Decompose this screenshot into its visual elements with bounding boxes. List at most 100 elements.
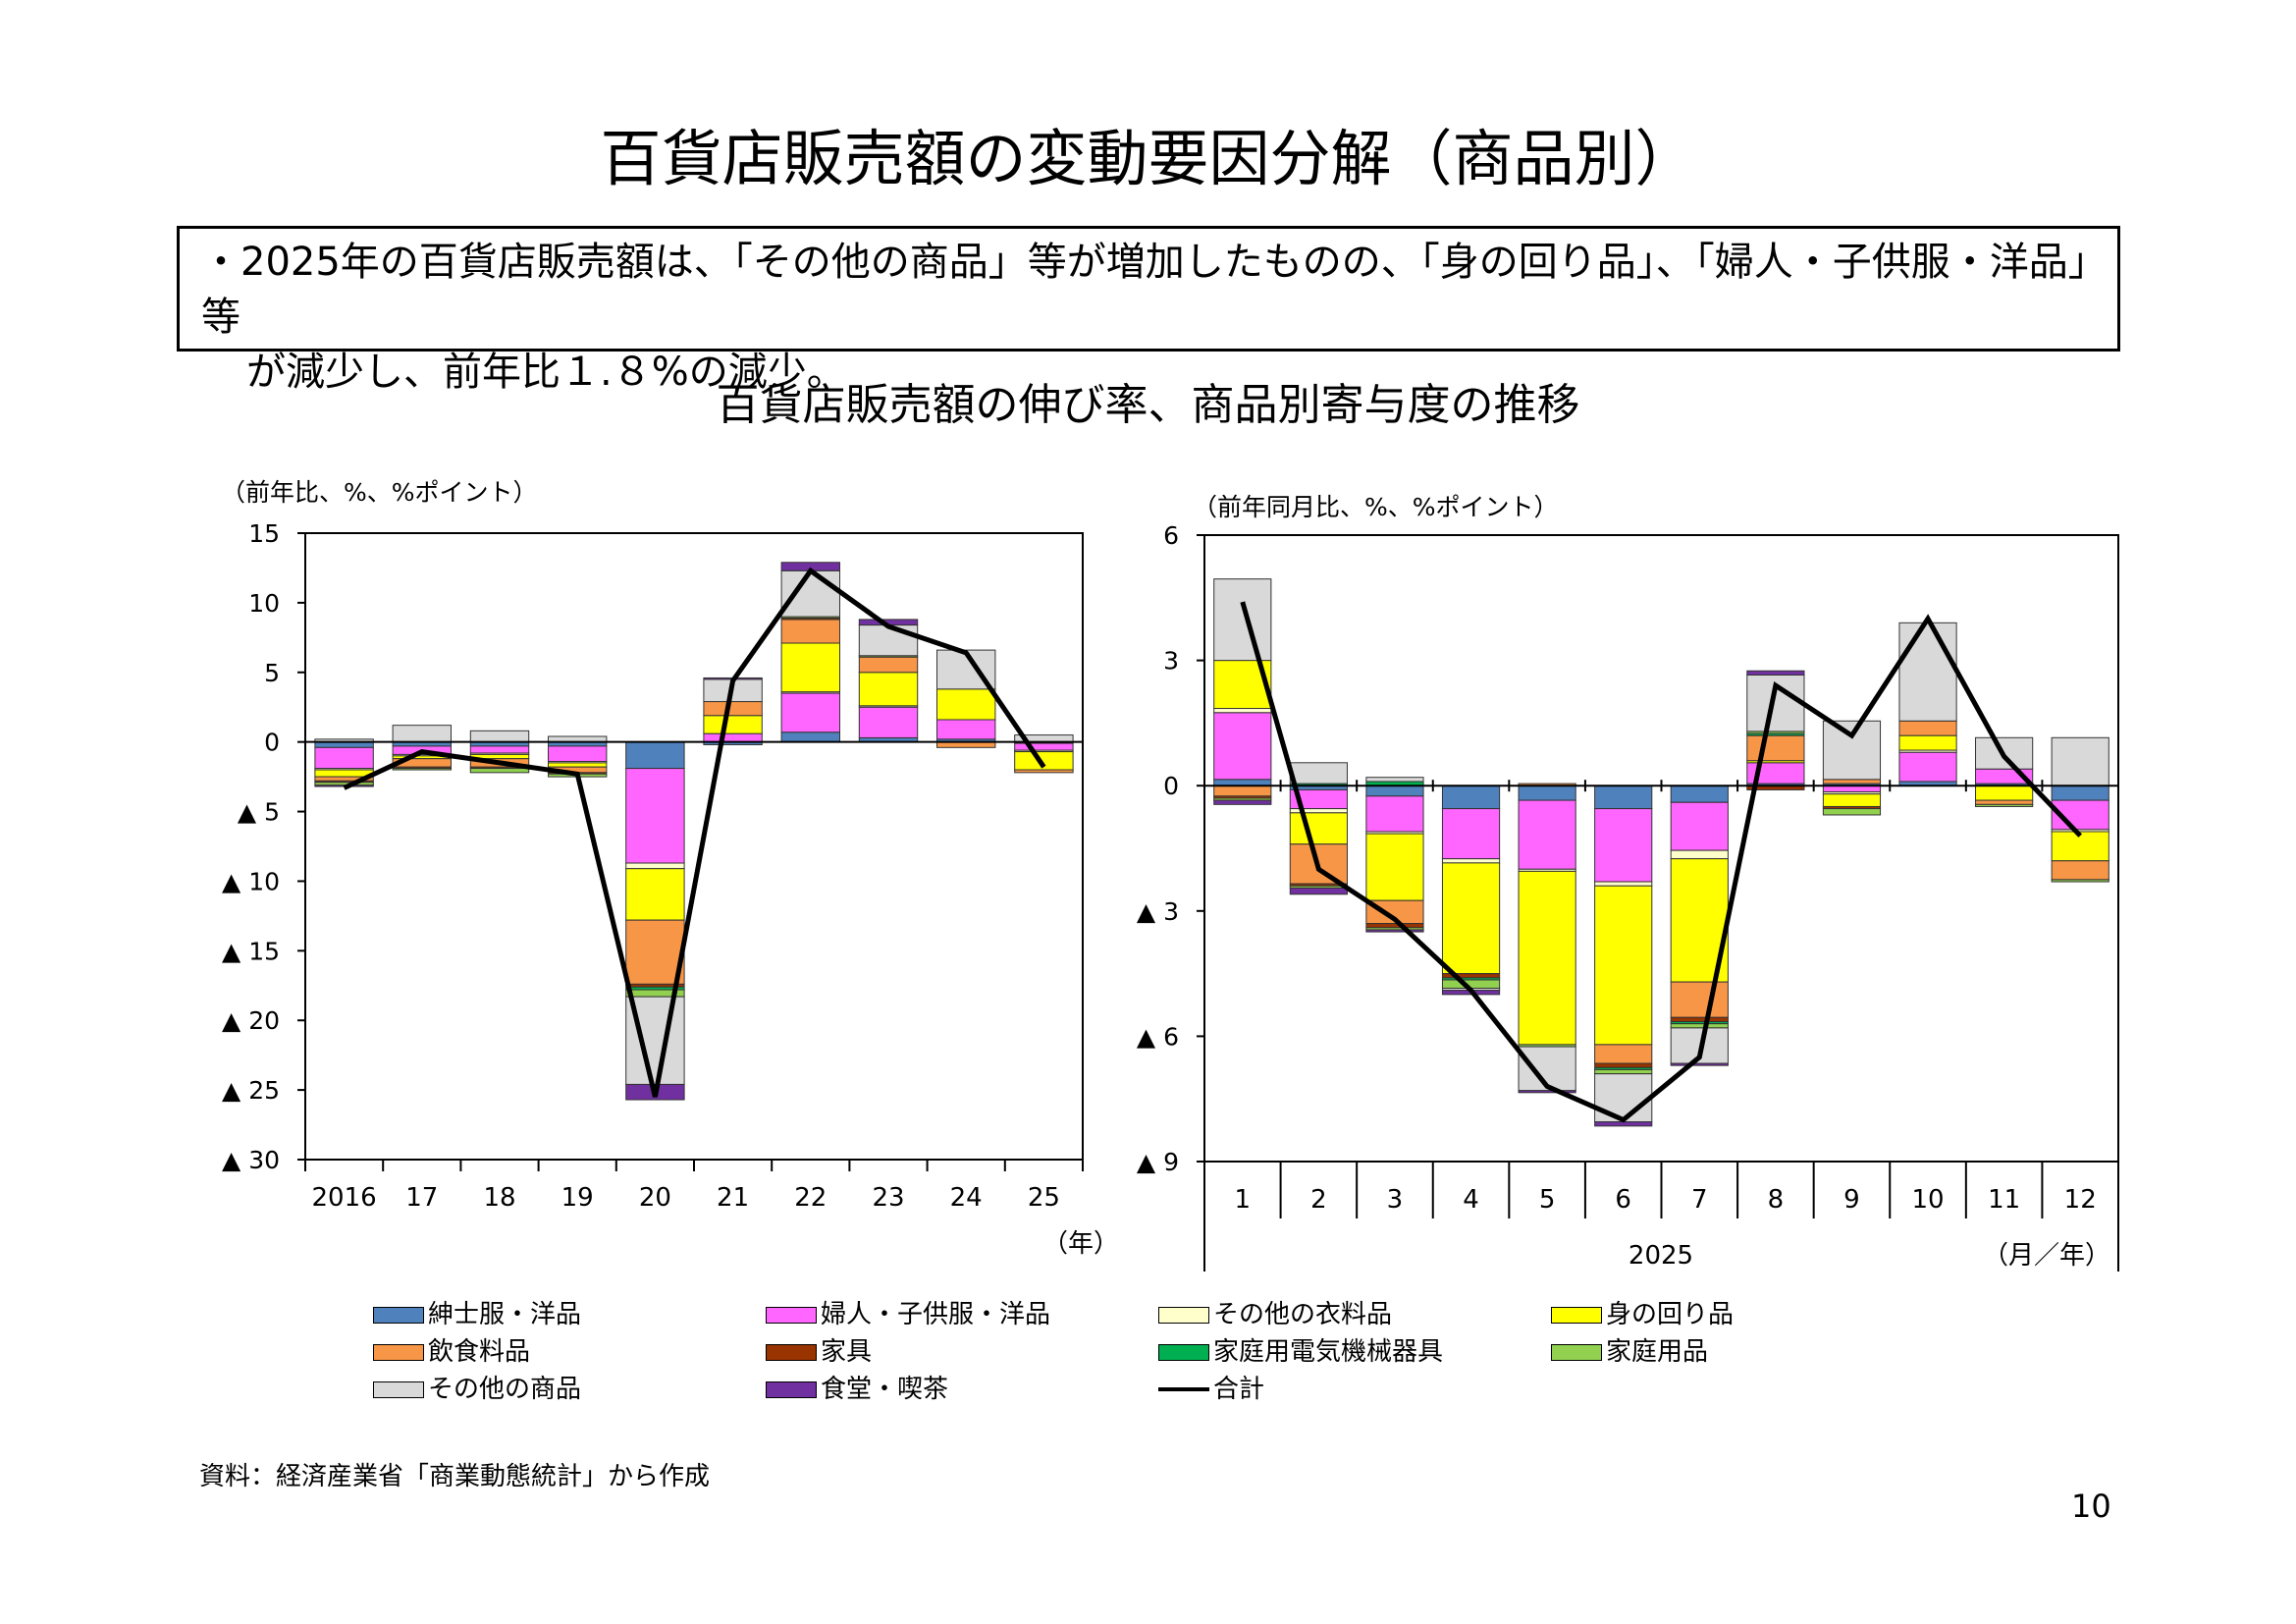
- monthly-chart: 630▲ 3▲ 6▲ 91 2 3 4 5 6 7 8 9 10 11 12（前年同月比、%、%ポイン…: [1137, 493, 2119, 1272]
- bar-segment-household: [1441, 979, 1501, 989]
- bar-segment-food: [1746, 734, 1805, 762]
- bar-segment-mens: [1670, 785, 1729, 803]
- legend-swatch: [766, 1306, 817, 1324]
- bar-segment-womens: [780, 692, 840, 733]
- bar-segment-food: [780, 619, 840, 644]
- y-tick-label: ▲ 20: [222, 1006, 280, 1035]
- x-tick-label: 20: [639, 1183, 671, 1213]
- legend-item-other_clothing: その他の衣料品: [1158, 1298, 1392, 1331]
- bar-segment-womens: [1594, 808, 1653, 883]
- bar-segment-other: [392, 725, 453, 743]
- legend-swatch: [373, 1380, 424, 1398]
- legend-item-dining: 食堂・喫茶: [766, 1373, 948, 1406]
- bar-segment-accessories: [314, 769, 374, 778]
- plot-frame: [304, 532, 1084, 1161]
- bar-segment-household: [1670, 1023, 1729, 1029]
- legend-label: 家庭用電気機械器具: [1213, 1337, 1444, 1367]
- bar-segment-womens: [1518, 799, 1576, 870]
- bar-segment-other_clothing: [1670, 849, 1729, 860]
- legend-swatch: [1551, 1343, 1602, 1361]
- bar-segment-womens: [1441, 808, 1501, 860]
- legend-item-appliances: 家庭用電気機械器具: [1158, 1335, 1443, 1369]
- bar-segment-other: [1898, 622, 1957, 722]
- bar-segment-womens: [1365, 795, 1424, 833]
- bar-segment-accessories: [1822, 793, 1882, 807]
- y-tick-label: ▲ 9: [1137, 1148, 1179, 1176]
- legend-swatch: [1158, 1387, 1209, 1391]
- y-tick-label: 3: [1163, 647, 1179, 676]
- bar-segment-food: [1014, 769, 1074, 774]
- legend-label: 身の回り品: [1606, 1300, 1735, 1329]
- bar-segment-furniture: [1670, 1016, 1729, 1023]
- x-tick-label: 5: [1539, 1185, 1556, 1215]
- legend-label: 家庭用品: [1606, 1337, 1709, 1367]
- bar-segment-accessories: [703, 715, 763, 734]
- x-tick-label: 2016: [312, 1183, 377, 1213]
- bar-segment-mens: [625, 741, 685, 770]
- bar-segment-accessories: [1365, 833, 1424, 901]
- legend-label: 婦人・子供服・洋品: [821, 1300, 1051, 1329]
- bar-segment-accessories: [780, 642, 840, 693]
- legend-swatch: [373, 1343, 424, 1361]
- bar-segment-accessories: [1518, 870, 1576, 1046]
- bar-segment-furniture: [1365, 923, 1424, 929]
- bar-segment-household: [1822, 808, 1882, 816]
- bar-segment-dining: [1365, 929, 1424, 933]
- chart-section-title: 百貨店販売額の伸び率、商品別寄与度の推移: [716, 380, 1580, 430]
- source-note: 資料：経済産業省「商業動態統計」から作成: [199, 1462, 711, 1491]
- bar-segment-mens: [1594, 785, 1653, 810]
- x-tick-label: 8: [1768, 1185, 1785, 1215]
- bar-segment-household: [469, 768, 530, 774]
- legend-item-household: 家庭用品: [1551, 1335, 1708, 1369]
- bar-segment-food: [703, 701, 763, 717]
- legend-item-accessories: 身の回り品: [1551, 1298, 1734, 1331]
- x-tick-label: 18: [483, 1183, 515, 1213]
- y-axis-label: （前年比、%、%ポイント）: [221, 478, 538, 507]
- bar-segment-dining: [1518, 1090, 1576, 1094]
- bar-segment-household: [2051, 879, 2109, 883]
- x-tick-label: 7: [1691, 1185, 1708, 1215]
- bar-segment-food: [1594, 1044, 1653, 1064]
- bar-segment-accessories: [625, 868, 685, 921]
- y-tick-label: ▲ 5: [238, 798, 280, 827]
- bar-segment-food: [1822, 779, 1882, 785]
- x-tick-label: 25: [1028, 1183, 1060, 1213]
- x-tick-label: 9: [1843, 1185, 1860, 1215]
- bar-segment-womens: [703, 732, 763, 743]
- legend-item-furniture: 家具: [766, 1335, 872, 1369]
- page-number: 10: [2071, 1488, 2111, 1525]
- bar-segment-household: [1975, 803, 2034, 807]
- y-tick-label: ▲ 25: [222, 1076, 280, 1105]
- x-tick-label: 10: [1911, 1185, 1944, 1215]
- legend-item-total: 合計: [1158, 1373, 1264, 1406]
- y-axis-label: （前年同月比、%、%ポイント）: [1193, 493, 1559, 521]
- bar-segment-womens: [548, 745, 608, 763]
- bar-segment-other_clothing: [1213, 708, 1272, 714]
- bar-segment-accessories: [936, 688, 996, 721]
- bar-segment-mens: [1518, 785, 1576, 801]
- y-tick-label: 5: [264, 659, 280, 687]
- bar-segment-dining: [1670, 1062, 1729, 1066]
- legend-swatch: [766, 1343, 817, 1361]
- y-tick-label: ▲ 15: [222, 937, 280, 965]
- page-title: 百貨店販売額の変動要因分解（商品別）: [600, 123, 1696, 194]
- x-axis-unit: （年）: [1042, 1229, 1119, 1259]
- x-tick-label: 17: [405, 1183, 438, 1213]
- y-tick-label: ▲ 6: [1137, 1022, 1179, 1051]
- bar-segment-other_clothing: [1441, 858, 1501, 864]
- bar-segment-womens: [1213, 712, 1272, 781]
- legend-label: 合計: [1213, 1375, 1265, 1404]
- bar-segment-womens: [1014, 742, 1074, 751]
- summary-line-1: ・2025年の百貨店販売額は、「その他の商品」等が増加したものの、「身の回り品」…: [201, 240, 2088, 340]
- bar-segment-food: [1975, 799, 2034, 805]
- x-tick-label: 4: [1463, 1185, 1479, 1215]
- legend-item-womens: 婦人・子供服・洋品: [766, 1298, 1050, 1331]
- legend-label: 家具: [821, 1337, 873, 1367]
- bar-segment-womens: [314, 746, 374, 770]
- y-tick-label: 0: [264, 729, 280, 757]
- bar-segment-other_clothing: [1594, 881, 1653, 887]
- bar-segment-dining: [1213, 799, 1272, 805]
- legend-label: 飲食料品: [428, 1337, 531, 1367]
- bar-segment-accessories: [1441, 862, 1501, 975]
